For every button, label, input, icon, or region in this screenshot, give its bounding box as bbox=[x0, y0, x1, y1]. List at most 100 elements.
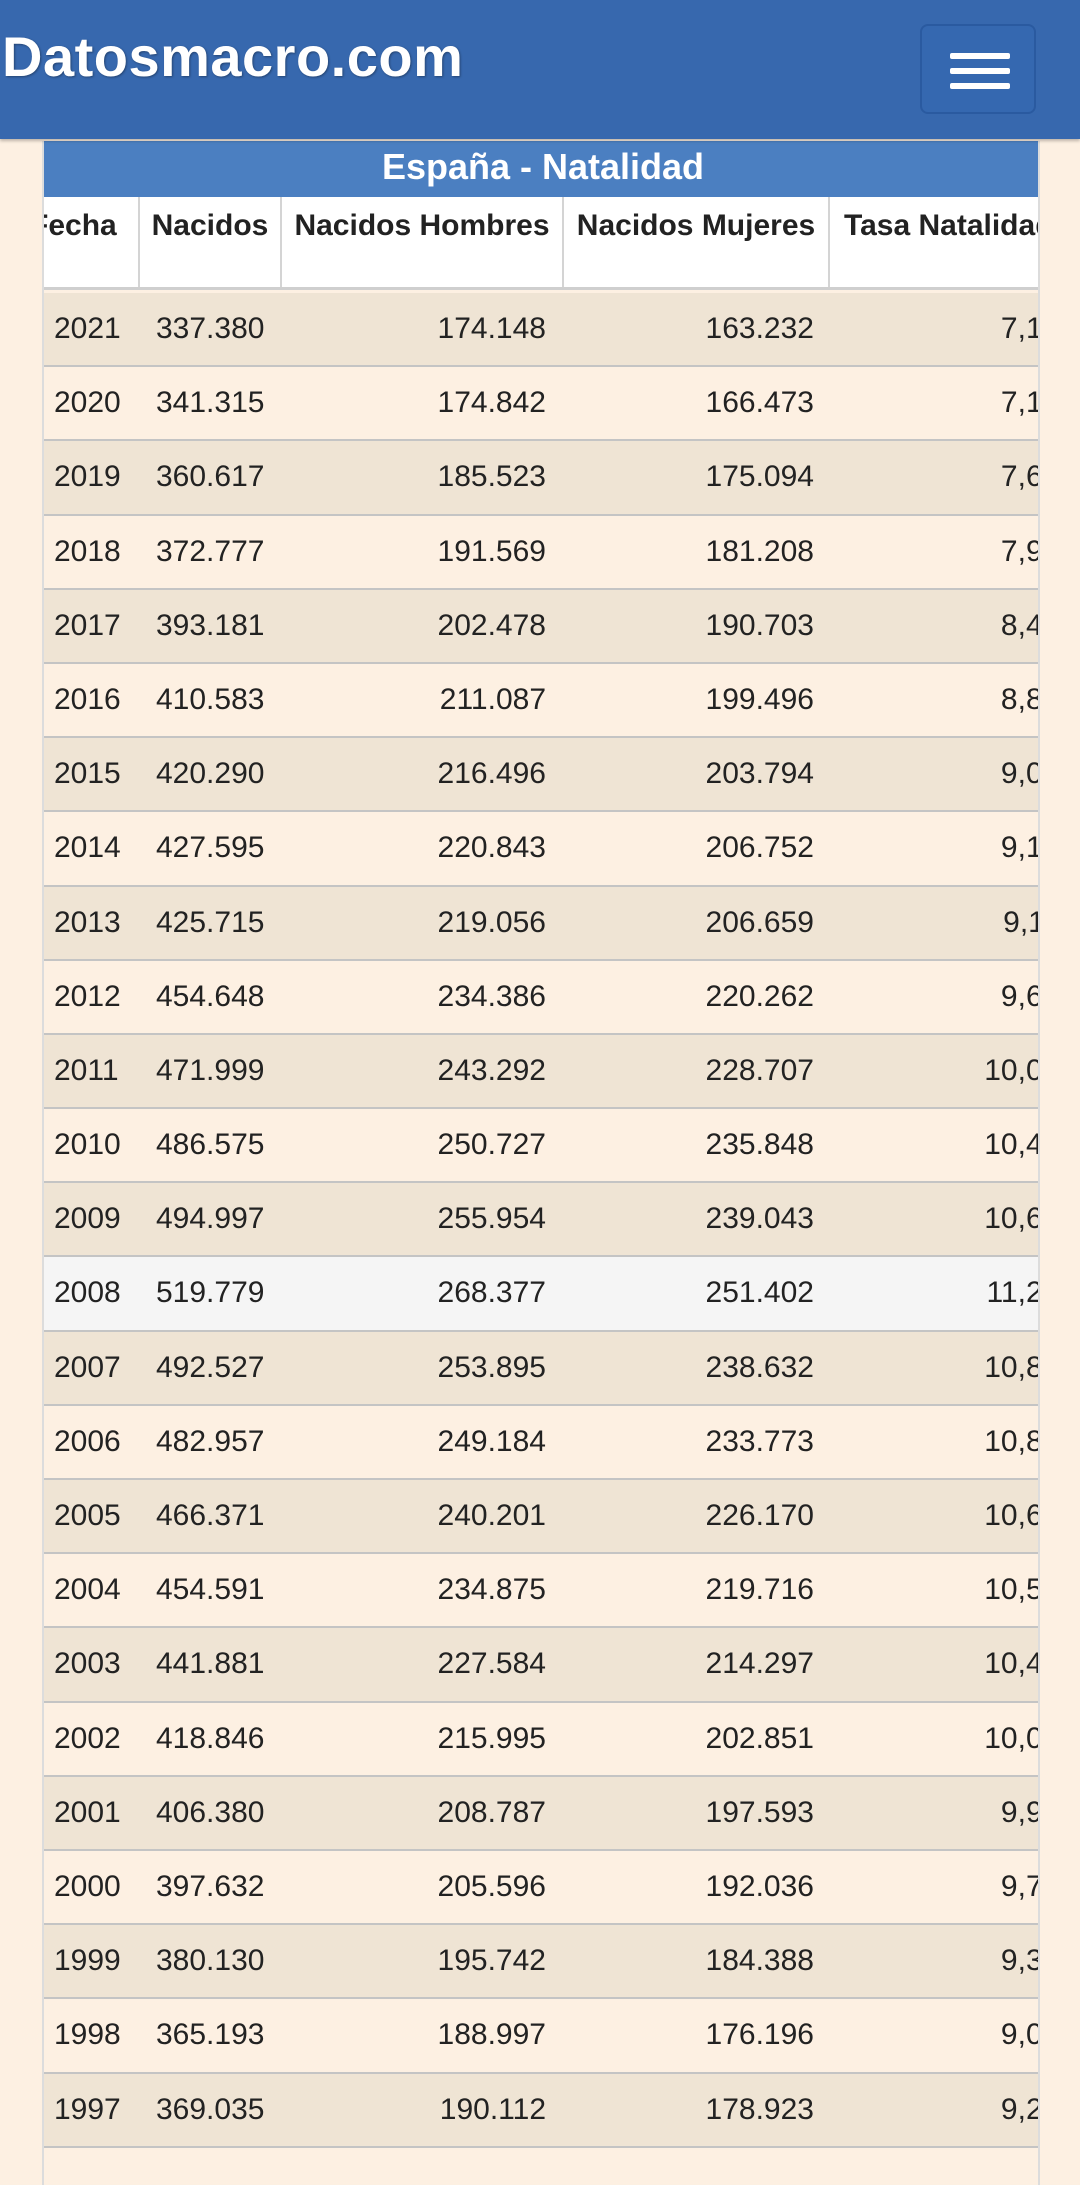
table-row[interactable]: 2012 454.648 234.386 220.262 9,69% bbox=[44, 960, 1038, 1035]
cell-nacidos-hombres: 255.954 bbox=[437, 1202, 546, 1236]
cell-tasa-natalidad: 9,39% bbox=[1000, 1944, 1038, 1978]
hamburger-menu-icon-bar bbox=[950, 83, 1010, 89]
cell-fecha: 1999 bbox=[54, 1944, 121, 1978]
cell-nacidos-hombres: 190.112 bbox=[439, 2092, 546, 2126]
cell-nacidos: 441.881 bbox=[156, 1647, 265, 1681]
cell-tasa-natalidad: 9,02% bbox=[1000, 757, 1038, 791]
cell-nacidos-hombres: 202.478 bbox=[437, 608, 546, 642]
cell-nacidos-mujeres: 233.773 bbox=[705, 1424, 814, 1458]
table-row[interactable]: 2021 337.380 174.148 163.232 7,12% bbox=[44, 293, 1038, 368]
table-row[interactable]: 2006 482.957 249.184 233.773 10,85% bbox=[44, 1405, 1038, 1480]
cell-fecha: 2003 bbox=[54, 1647, 121, 1681]
table-row[interactable]: 1999 380.130 195.742 184.388 9,39% bbox=[44, 1925, 1038, 2000]
cell-nacidos: 519.779 bbox=[156, 1276, 265, 1310]
cell-tasa-natalidad: 10,57% bbox=[984, 1573, 1038, 1607]
cell-nacidos-hombres: 253.895 bbox=[437, 1350, 546, 1384]
cell-nacidos: 369.035 bbox=[156, 2092, 265, 2126]
cell-tasa-natalidad: 7,62% bbox=[1000, 460, 1038, 494]
table-row[interactable]: 2000 397.632 205.596 192.036 9,78% bbox=[44, 1850, 1038, 1926]
cell-nacidos: 397.632 bbox=[156, 1869, 265, 1903]
table-row[interactable]: 2011 471.999 243.292 228.707 10,07% bbox=[44, 1034, 1038, 1110]
cell-nacidos: 471.999 bbox=[156, 1053, 265, 1087]
cell-nacidos-mujeres: 202.851 bbox=[705, 1721, 814, 1755]
table-row[interactable]: 2008 519.779 268.377 251.402 11,28% bbox=[44, 1257, 1038, 1332]
cell-nacidos-hombres: 215.995 bbox=[437, 1721, 546, 1755]
cell-nacidos-hombres: 174.842 bbox=[437, 386, 546, 420]
table-row[interactable]: 2005 466.371 240.201 226.170 10,65% bbox=[44, 1480, 1038, 1555]
cell-fecha: 2009 bbox=[54, 1202, 121, 1236]
table-row[interactable]: 2002 418.846 215.995 202.851 10,08% bbox=[44, 1702, 1038, 1777]
cell-nacidos-mujeres: 197.593 bbox=[705, 1795, 814, 1829]
cell-nacidos: 337.380 bbox=[156, 312, 265, 345]
cell-tasa-natalidad: 9,78% bbox=[1000, 1869, 1038, 1903]
cell-nacidos-hombres: 240.201 bbox=[437, 1499, 546, 1532]
site-logo[interactable]: Datosmacro.com bbox=[2, 25, 464, 88]
cell-nacidos-mujeres: 178.923 bbox=[705, 2092, 814, 2126]
cell-fecha: 2010 bbox=[54, 1128, 121, 1162]
cell-nacidos-hombres: 211.087 bbox=[439, 682, 546, 716]
cell-fecha: 2000 bbox=[54, 1869, 121, 1903]
cell-tasa-natalidad: 10,44% bbox=[984, 1647, 1038, 1681]
table-row[interactable]: 2017 393.181 202.478 190.703 8,41% bbox=[44, 589, 1038, 664]
cell-nacidos-mujeres: 176.196 bbox=[705, 2018, 814, 2052]
cell-tasa-natalidad: 10,65% bbox=[984, 1202, 1038, 1236]
column-header-nacidos-hombres[interactable]: Nacidos Hombres bbox=[282, 197, 564, 287]
cell-tasa-natalidad: 9,20% bbox=[1000, 2092, 1038, 2126]
table-row[interactable]: 2009 494.997 255.954 239.043 10,65% bbox=[44, 1183, 1038, 1258]
table-row[interactable]: 2001 406.380 208.787 197.593 9,94% bbox=[44, 1776, 1038, 1851]
hamburger-menu-button[interactable] bbox=[920, 24, 1036, 114]
table-row[interactable]: 2010 486.575 250.727 235.848 10,42% bbox=[44, 1109, 1038, 1184]
cell-nacidos: 427.595 bbox=[156, 831, 265, 865]
cell-nacidos-mujeres: 181.208 bbox=[705, 534, 814, 568]
cell-nacidos-hombres: 234.875 bbox=[437, 1573, 546, 1607]
cell-nacidos: 372.777 bbox=[156, 534, 265, 568]
cell-fecha: 2002 bbox=[54, 1721, 121, 1755]
cell-tasa-natalidad: 10,86% bbox=[984, 1350, 1038, 1384]
cell-tasa-natalidad: 8,41% bbox=[1000, 608, 1038, 642]
cell-nacidos-mujeres: 163.232 bbox=[705, 312, 814, 345]
table-row[interactable]: 2007 492.527 253.895 238.632 10,86% bbox=[44, 1331, 1038, 1406]
table-row[interactable]: 2004 454.591 234.875 219.716 10,57% bbox=[44, 1554, 1038, 1629]
birth-rate-table[interactable]: España - Natalidad Fecha Nacidos Nacidos… bbox=[42, 141, 1040, 2185]
column-header-nacidos[interactable]: Nacidos bbox=[140, 197, 282, 287]
cell-fecha: 2020 bbox=[54, 386, 121, 420]
column-header-tasa-natalidad[interactable]: Tasa Natalidad bbox=[844, 209, 1040, 242]
table-body: 2021 337.380 174.148 163.232 7,12% 2020 341.31… bbox=[44, 293, 1038, 2148]
cell-fecha: 2001 bbox=[54, 1795, 121, 1829]
cell-nacidos-mujeres: 184.388 bbox=[705, 1944, 814, 1978]
table-row[interactable]: 2016 410.583 211.087 199.496 8,80% bbox=[44, 663, 1038, 739]
table-row[interactable]: 2003 441.881 227.584 214.297 10,44% bbox=[44, 1628, 1038, 1703]
hamburger-menu-icon-bar bbox=[950, 68, 1010, 74]
cell-nacidos-mujeres: 220.262 bbox=[705, 979, 814, 1013]
cell-tasa-natalidad: 10,07% bbox=[984, 1053, 1038, 1087]
cell-tasa-natalidad: 8,80% bbox=[1000, 682, 1038, 716]
cell-fecha: 2015 bbox=[54, 757, 121, 791]
table-row[interactable]: 1997 369.035 190.112 178.923 9,20% bbox=[44, 2073, 1038, 2148]
cell-nacidos: 482.957 bbox=[156, 1424, 265, 1458]
cell-fecha: 2011 bbox=[54, 1053, 119, 1087]
table-row[interactable]: 2020 341.315 174.842 166.473 7,19% bbox=[44, 367, 1038, 442]
cell-nacidos-mujeres: 219.716 bbox=[705, 1573, 814, 1607]
cell-tasa-natalidad: 7,19% bbox=[1000, 386, 1038, 420]
cell-tasa-natalidad: 10,65% bbox=[984, 1499, 1038, 1532]
cell-nacidos-hombres: 268.377 bbox=[437, 1276, 546, 1310]
cell-nacidos: 410.583 bbox=[156, 682, 265, 716]
cell-fecha: 2007 bbox=[54, 1350, 121, 1384]
table-row[interactable]: 1998 365.193 188.997 176.196 9,06% bbox=[44, 1999, 1038, 2074]
table-row[interactable]: 2019 360.617 185.523 175.094 7,62% bbox=[44, 441, 1038, 516]
cell-nacidos: 365.193 bbox=[156, 2018, 265, 2052]
cell-nacidos-mujeres: 239.043 bbox=[705, 1202, 814, 1236]
column-header-nacidos-mujeres[interactable]: Nacidos Mujeres bbox=[564, 197, 830, 287]
cell-tasa-natalidad: 7,12% bbox=[1000, 312, 1038, 345]
table-row[interactable]: 2013 425.715 219.056 206.659 9,11% bbox=[44, 886, 1038, 961]
cell-nacidos-hombres: 227.584 bbox=[437, 1647, 546, 1681]
cell-nacidos: 494.997 bbox=[156, 1202, 265, 1236]
cell-nacidos-mujeres: 235.848 bbox=[705, 1128, 814, 1162]
table-row[interactable]: 2014 427.595 220.843 206.752 9,17% bbox=[44, 812, 1038, 887]
table-row[interactable]: 2015 420.290 216.496 203.794 9,02% bbox=[44, 738, 1038, 813]
table-row[interactable]: 2018 372.777 191.569 181.208 7,94% bbox=[44, 515, 1038, 590]
cell-nacidos-hombres: 250.727 bbox=[437, 1128, 546, 1162]
cell-nacidos-hombres: 243.292 bbox=[437, 1053, 546, 1087]
column-header-fecha[interactable]: Fecha bbox=[44, 197, 140, 287]
top-navbar: Datosmacro.com bbox=[0, 0, 1080, 139]
